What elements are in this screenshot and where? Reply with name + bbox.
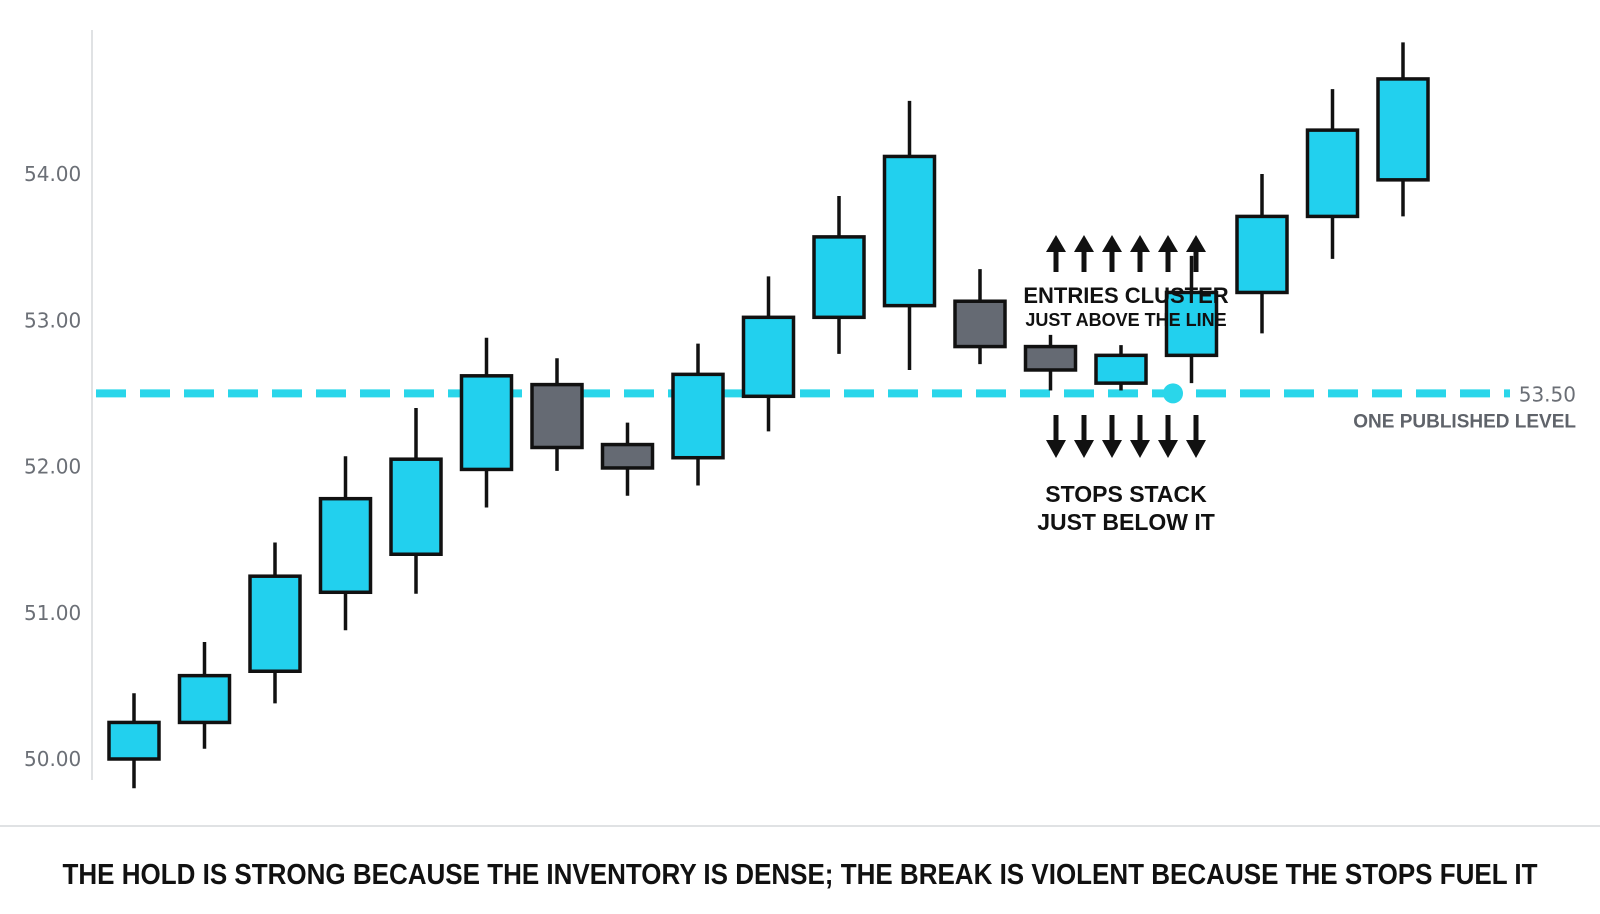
candle-body xyxy=(248,574,302,673)
level-layer: 53.50 ONE PUBLISHED LEVEL xyxy=(96,382,1576,432)
y-tick-label: 54.00 xyxy=(24,162,81,186)
candle xyxy=(953,269,1007,365)
candle-body xyxy=(107,720,161,761)
candle xyxy=(107,693,161,789)
down-arrow-icon xyxy=(1046,415,1066,458)
candle xyxy=(1023,334,1078,391)
down-arrow-icon xyxy=(1130,415,1150,458)
entries-annotation-line1: ENTRIES CLUSTER xyxy=(1023,283,1228,308)
y-tick-label: 50.00 xyxy=(24,747,81,771)
candle xyxy=(671,343,725,486)
up-arrow-icon xyxy=(1186,235,1206,272)
up-arrow-icon xyxy=(1102,235,1122,272)
level-marker-dot xyxy=(1163,383,1183,404)
down-arrow-icon xyxy=(1158,415,1178,458)
down-arrow-icon xyxy=(1102,415,1122,458)
candle xyxy=(248,542,302,704)
down-arrow-icon xyxy=(1186,415,1206,458)
y-tick-label: 52.00 xyxy=(24,455,81,479)
candle xyxy=(1376,42,1430,217)
y-tick-label: 51.00 xyxy=(24,601,81,625)
stops-annotation-line2: JUST BELOW IT xyxy=(1037,509,1215,535)
candle xyxy=(1235,174,1289,334)
candle xyxy=(318,456,373,631)
candle-body xyxy=(882,154,937,308)
candle-body xyxy=(1235,214,1289,295)
candle xyxy=(459,337,514,508)
candle xyxy=(1164,255,1219,384)
level-description-label: ONE PUBLISHED LEVEL xyxy=(1353,411,1576,432)
entries-annotation-line2: JUST ABOVE THE LINE xyxy=(1025,310,1226,330)
up-arrow-icon xyxy=(1074,235,1094,272)
candle-body xyxy=(1094,353,1148,385)
candle-body xyxy=(600,442,655,470)
candle xyxy=(882,100,937,370)
candle-layer xyxy=(107,42,1430,789)
axis-layer: 50.00 51.00 52.00 53.00 54.00 xyxy=(0,30,1600,827)
candle-body xyxy=(177,673,232,725)
stops-annotation-line1: STOPS STACK xyxy=(1045,481,1207,507)
level-value-label: 53.50 xyxy=(1519,382,1576,406)
candle xyxy=(741,276,796,432)
up-arrow-icon xyxy=(1130,235,1150,272)
candle-body xyxy=(741,315,796,399)
candle-body xyxy=(1305,128,1360,219)
candle-body xyxy=(1164,290,1219,358)
caption-layer: THE HOLD IS STRONG BECAUSE THE INVENTORY… xyxy=(63,859,1538,891)
candle-body xyxy=(318,496,373,595)
candle xyxy=(600,422,655,496)
up-arrow-icon xyxy=(1158,235,1178,272)
down-arrow-icon xyxy=(1074,415,1094,458)
candle-body xyxy=(953,299,1007,349)
candle xyxy=(530,358,584,471)
candle-body xyxy=(389,457,443,556)
candle xyxy=(812,195,866,354)
candle-body xyxy=(671,372,725,460)
candle-body xyxy=(812,235,866,320)
candle xyxy=(389,408,443,594)
candle xyxy=(177,642,232,749)
candle-body xyxy=(459,374,514,472)
candle xyxy=(1094,345,1148,391)
candle-body xyxy=(1376,77,1430,182)
chart-caption: THE HOLD IS STRONG BECAUSE THE INVENTORY… xyxy=(63,859,1538,891)
y-tick-label: 53.00 xyxy=(24,308,81,332)
candle-body xyxy=(1023,344,1078,372)
candle-body xyxy=(530,382,584,450)
up-arrow-icon xyxy=(1046,235,1066,272)
candle xyxy=(1305,89,1360,259)
